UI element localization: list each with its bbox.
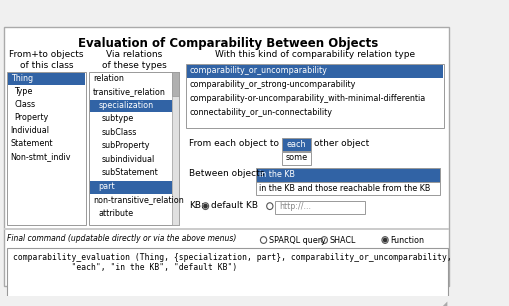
Text: in the KB and those reachable from the KB: in the KB and those reachable from the K… <box>259 184 430 193</box>
Text: Final command (updatable directly or via the above menus): Final command (updatable directly or via… <box>7 234 236 243</box>
Text: Statement: Statement <box>11 139 53 148</box>
Circle shape <box>383 238 386 242</box>
Text: Non-stmt_indiv: Non-stmt_indiv <box>11 152 71 161</box>
Bar <box>255 168 440 182</box>
Circle shape <box>260 237 266 243</box>
Circle shape <box>266 203 272 210</box>
Text: subProperty: subProperty <box>102 141 150 150</box>
Text: Function: Function <box>390 236 423 245</box>
Text: Type: Type <box>14 87 33 95</box>
Bar <box>172 72 178 96</box>
Text: Thing: Thing <box>11 73 33 83</box>
Text: Individual: Individual <box>11 126 49 135</box>
Text: other object: other object <box>314 139 369 148</box>
Text: connectability_or_un-connectability: connectability_or_un-connectability <box>189 108 332 117</box>
Bar <box>255 182 440 196</box>
Text: http://...: http://... <box>278 202 310 211</box>
Text: transitive_relation: transitive_relation <box>93 87 165 96</box>
Text: some: some <box>285 153 307 162</box>
Text: From+to objects
of this class: From+to objects of this class <box>9 50 83 70</box>
Text: From each object to: From each object to <box>189 139 279 148</box>
Text: part: part <box>98 182 115 191</box>
Bar <box>282 152 310 165</box>
Circle shape <box>321 237 327 243</box>
Text: attribute: attribute <box>98 209 133 218</box>
Text: SPARQL query: SPARQL query <box>268 236 325 245</box>
Text: subClass: subClass <box>102 128 137 137</box>
Text: With this kind of comparability relation type: With this kind of comparability relation… <box>214 50 414 59</box>
Text: Via relations
of these types: Via relations of these types <box>101 50 166 70</box>
Text: subtype: subtype <box>102 114 134 123</box>
Text: non-transitive_relation: non-transitive_relation <box>93 196 183 204</box>
Bar <box>4 27 447 286</box>
Bar <box>172 72 178 225</box>
Text: SHACL: SHACL <box>329 236 355 245</box>
Text: comparability-or-uncomparability_with-minimal-differentia: comparability-or-uncomparability_with-mi… <box>189 94 425 103</box>
Text: comparability_or_uncomparability: comparability_or_uncomparability <box>189 66 327 75</box>
Circle shape <box>202 203 208 210</box>
Circle shape <box>381 237 387 243</box>
Bar <box>275 201 364 214</box>
Text: in the KB: in the KB <box>259 170 295 179</box>
Bar <box>185 64 443 128</box>
Bar <box>282 138 310 151</box>
Text: Between objects: Between objects <box>189 169 264 178</box>
Bar <box>90 181 171 194</box>
Text: default KB: default KB <box>210 201 258 210</box>
Bar <box>7 72 86 225</box>
Text: subindividual: subindividual <box>102 155 155 164</box>
Text: relation: relation <box>93 73 124 83</box>
Text: KB:: KB: <box>189 201 204 210</box>
Text: specialization: specialization <box>98 101 153 110</box>
Bar <box>90 100 171 112</box>
Text: each: each <box>286 140 306 149</box>
Bar <box>8 73 84 85</box>
Circle shape <box>204 204 207 208</box>
Text: comparability_or_strong-uncomparability: comparability_or_strong-uncomparability <box>189 80 355 89</box>
Bar <box>7 248 447 301</box>
Bar <box>4 228 447 230</box>
Text: Class: Class <box>14 100 35 109</box>
Bar <box>186 65 442 78</box>
Text: comparability_evaluation (Thing, {specialization, part}, comparability_or_uncomp: comparability_evaluation (Thing, {specia… <box>13 252 450 272</box>
Text: ◢: ◢ <box>441 301 447 306</box>
Text: Property: Property <box>14 113 48 122</box>
Text: Evaluation of Comparability Between Objects: Evaluation of Comparability Between Obje… <box>77 37 377 50</box>
Text: subStatement: subStatement <box>102 168 158 177</box>
Bar <box>89 72 178 225</box>
